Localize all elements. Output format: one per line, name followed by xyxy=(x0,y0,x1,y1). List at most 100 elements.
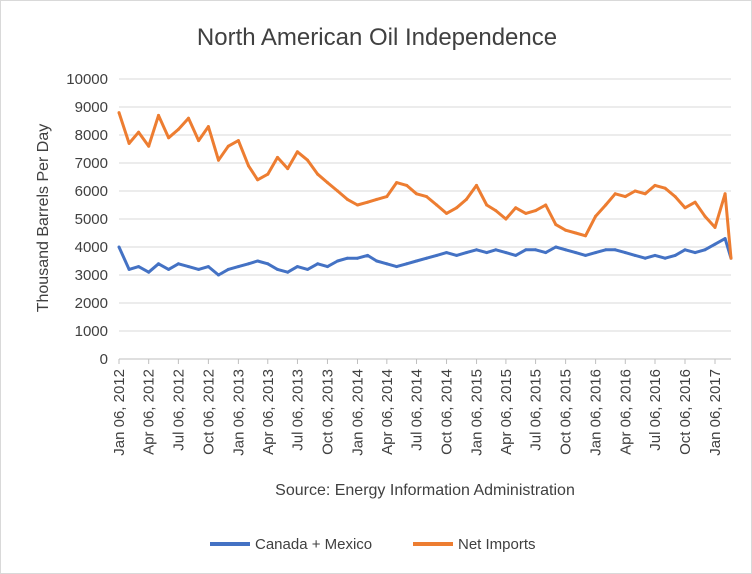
data-point xyxy=(613,192,617,196)
data-point xyxy=(336,189,340,193)
data-point xyxy=(713,242,717,246)
data-point xyxy=(236,265,240,269)
y-tick-label: 4000 xyxy=(75,239,108,256)
data-point xyxy=(594,251,598,255)
x-tick-label: Jul 06, 2013 xyxy=(289,369,306,451)
data-point xyxy=(276,155,279,159)
data-point xyxy=(633,253,637,257)
data-point xyxy=(137,265,141,269)
data-point xyxy=(316,172,320,176)
data-point xyxy=(653,183,657,187)
y-tick-label: 3000 xyxy=(75,267,108,284)
data-point xyxy=(366,253,370,257)
data-point xyxy=(729,256,733,260)
x-axis-ticks: Jan 06, 2012 Apr 06, 2012 Jul 06, 2012 Oct … xyxy=(111,359,724,456)
x-tick-label: Oct 06, 2014 xyxy=(439,369,456,455)
data-point xyxy=(673,195,677,199)
data-point xyxy=(534,209,538,213)
data-point xyxy=(256,259,260,263)
x-tick-label: Jul 06, 2012 xyxy=(170,369,187,451)
data-point xyxy=(217,273,220,277)
data-point xyxy=(435,203,439,207)
data-point xyxy=(356,203,359,207)
data-point xyxy=(247,164,250,168)
x-tick-label: Jan 06, 2014 xyxy=(349,369,366,456)
data-point xyxy=(683,248,687,252)
data-point xyxy=(554,223,558,227)
data-point xyxy=(127,267,131,271)
data-point xyxy=(475,183,478,187)
data-point xyxy=(653,253,657,257)
y-tick-label: 0 xyxy=(100,351,108,368)
y-tick-label: 5000 xyxy=(75,211,108,228)
data-point xyxy=(395,265,399,269)
data-point xyxy=(455,253,459,257)
data-point xyxy=(604,203,608,207)
data-point xyxy=(345,256,349,260)
x-tick-label: Oct 06, 2015 xyxy=(558,369,575,455)
data-point xyxy=(554,245,558,249)
x-tick-label: Apr 06, 2013 xyxy=(260,369,277,455)
y-tick-label: 7000 xyxy=(75,155,108,172)
data-point xyxy=(395,181,399,185)
data-point xyxy=(256,178,260,182)
data-point xyxy=(176,262,180,266)
data-point xyxy=(455,206,459,210)
data-point xyxy=(147,270,151,274)
data-point xyxy=(693,251,697,255)
data-point xyxy=(117,111,121,115)
x-tick-label: Apr 06, 2016 xyxy=(617,369,634,455)
data-point xyxy=(494,209,498,213)
data-point xyxy=(375,259,379,263)
x-tick-label: Jan 06, 2015 xyxy=(469,369,486,456)
data-point xyxy=(306,158,310,162)
data-point xyxy=(574,231,578,235)
data-point xyxy=(336,259,340,263)
data-point xyxy=(167,267,171,271)
data-point xyxy=(544,203,548,207)
data-point xyxy=(504,217,508,221)
data-point xyxy=(594,214,598,218)
data-point xyxy=(435,253,439,257)
data-point xyxy=(703,214,707,218)
data-point xyxy=(534,248,538,252)
x-tick-label: Apr 06, 2015 xyxy=(498,369,515,455)
data-point xyxy=(326,181,329,185)
data-point xyxy=(295,150,299,154)
series-line-1 xyxy=(117,112,733,259)
data-point xyxy=(117,245,121,249)
data-point xyxy=(494,248,498,252)
data-point xyxy=(405,183,409,187)
data-point xyxy=(147,144,151,148)
data-point xyxy=(584,253,587,257)
x-tick-label: Jan 06, 2013 xyxy=(230,369,247,456)
data-point xyxy=(604,248,608,252)
x-tick-label: Jan 06, 2017 xyxy=(707,369,724,456)
data-point xyxy=(703,248,707,252)
data-point xyxy=(197,267,201,271)
legend-label: Canada + Mexico xyxy=(255,536,372,553)
data-point xyxy=(286,270,290,274)
x-tick-label: Oct 06, 2013 xyxy=(319,369,336,455)
y-tick-label: 9000 xyxy=(75,99,108,116)
data-point xyxy=(564,248,568,252)
data-point xyxy=(464,251,468,255)
y-tick-label: 1000 xyxy=(75,323,108,340)
data-point xyxy=(247,262,250,266)
data-point xyxy=(485,251,489,255)
data-point xyxy=(584,234,587,238)
x-tick-label: Apr 06, 2014 xyxy=(379,369,396,455)
series-lines xyxy=(117,111,733,277)
data-point xyxy=(415,259,418,263)
data-point xyxy=(673,253,677,257)
data-point xyxy=(226,144,230,148)
data-point xyxy=(236,139,240,143)
data-point xyxy=(623,195,627,199)
data-point xyxy=(475,248,478,252)
data-point xyxy=(206,125,210,129)
x-tick-label: Oct 06, 2016 xyxy=(677,369,694,455)
data-point xyxy=(286,167,290,171)
y-tick-label: 2000 xyxy=(75,295,108,312)
